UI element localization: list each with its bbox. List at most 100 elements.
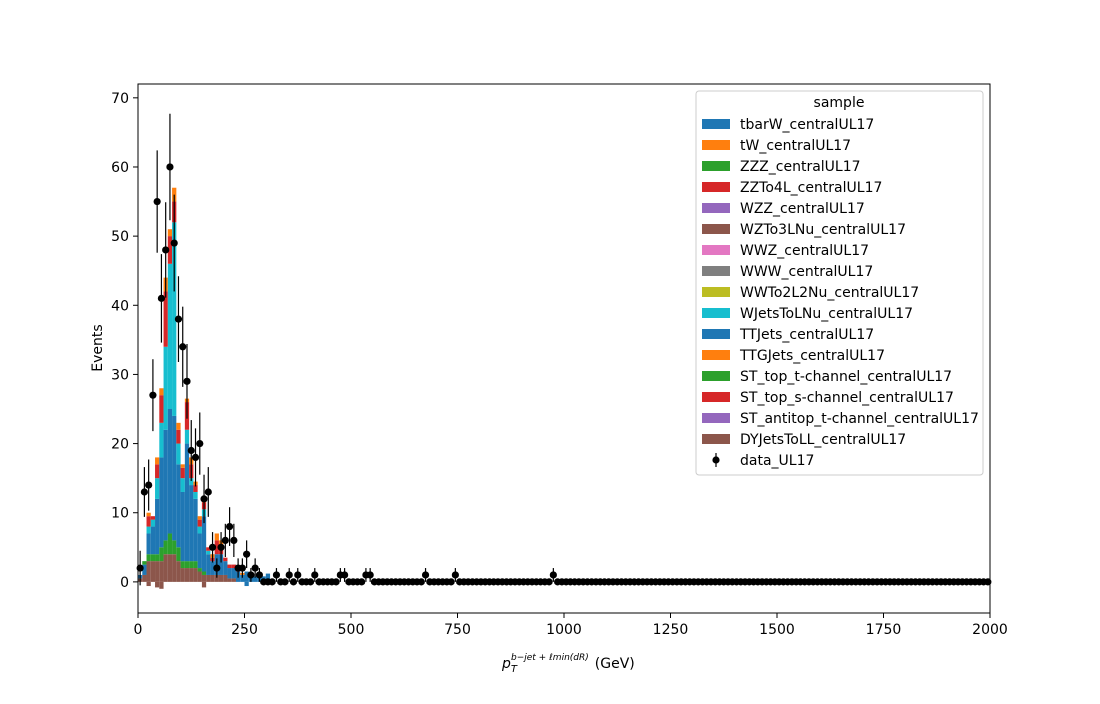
stack-bar-16-0	[206, 574, 211, 582]
stack-bar-22-0	[231, 578, 236, 582]
stack-bar-13-4	[193, 485, 198, 492]
legend-label-9: WJetsToLNu_centralUL17	[740, 306, 913, 322]
data-point-22	[230, 536, 238, 544]
stack-bar-1-2	[142, 561, 147, 565]
data-point-32	[272, 571, 281, 579]
y-axis: 0 10 20 30 40 50 60 70	[111, 91, 138, 591]
y-tick-label-4: 40	[111, 298, 129, 314]
stack-bar-negative-4-0	[244, 581, 249, 587]
stack-bar-5-0	[159, 561, 164, 582]
stack-bar-24-0	[240, 574, 245, 582]
stack-bar-9-3	[176, 443, 181, 465]
stack-bar-4-2	[155, 498, 160, 555]
stack-bar-7-4	[167, 236, 173, 264]
data-point-27	[251, 564, 259, 572]
stack-bar-5-4	[159, 395, 164, 423]
legend-swatch-9	[702, 308, 730, 318]
data-point-2	[145, 481, 153, 489]
stack-bar-21-0	[227, 578, 232, 582]
legend: sample tbarW_centralUL17 tW_centralUL17 ZZ…	[695, 90, 984, 476]
stack-bar-9-0	[176, 561, 181, 582]
stack-bar-4-5	[155, 457, 160, 465]
legend-swatch-7	[702, 266, 730, 276]
stack-bar-12-3	[189, 478, 194, 486]
stacked-histogram	[138, 187, 275, 589]
stack-bar-10-3	[180, 478, 185, 492]
stack-bar-7-5	[167, 229, 173, 237]
stack-bar-8-3	[172, 222, 177, 416]
stack-bar-20-1	[223, 561, 228, 575]
stack-bar-15-0	[201, 574, 207, 582]
legend-entries: tbarW_centralUL17 tW_centralUL17 ZZZ_centr…	[702, 117, 979, 469]
data-point-96	[545, 578, 553, 586]
stack-bar-7-1	[167, 533, 173, 555]
legend-label-11: TTGJets_centralUL17	[739, 348, 885, 364]
stack-bar-negative-2-0	[159, 581, 164, 589]
legend-label-5: WZTo3LNu_centralUL17	[740, 222, 906, 238]
stack-bar-14-0	[197, 571, 202, 582]
stack-bar-3-2	[150, 526, 156, 555]
data-point-28	[255, 571, 264, 579]
data-point-13	[191, 453, 200, 462]
data-point-34	[281, 578, 289, 586]
stack-bar-10-5	[180, 464, 185, 468]
stack-bar-19-1	[218, 554, 224, 575]
stack-bar-2-5	[146, 512, 151, 517]
legend-swatch-13	[702, 392, 730, 402]
legend-swatch-11	[702, 350, 730, 360]
data-point-1	[140, 488, 148, 496]
data-point-10	[179, 343, 187, 351]
stack-bar-10-1	[180, 561, 185, 569]
legend-label-12: ST_top_t-channel_centralUL17	[740, 369, 952, 385]
stack-bar-8-1	[172, 540, 177, 555]
stack-bar-13-0	[193, 568, 198, 582]
stack-bar-1-1	[142, 564, 147, 575]
data-point-20	[221, 536, 229, 544]
stack-bar-2-2	[146, 533, 151, 555]
data-point-36	[289, 578, 298, 586]
stack-bar-17-1	[210, 561, 215, 575]
x-tick-label-6: 1500	[759, 622, 795, 638]
x-tick-label-3: 750	[444, 622, 471, 638]
y-tick-label-0: 0	[120, 575, 129, 591]
data-point-54	[366, 571, 374, 579]
stack-bar-21-1	[227, 568, 232, 579]
x-tick-label-8: 2000	[972, 622, 1008, 638]
data-point-17	[208, 543, 217, 551]
stack-bar-3-0	[150, 561, 156, 582]
stack-bar-10-4	[180, 467, 185, 479]
stack-bar-25-0	[244, 571, 249, 582]
stack-bar-6-2	[163, 429, 168, 541]
stack-bar-18-0	[214, 574, 219, 582]
stack-bar-6-1	[163, 540, 168, 555]
stack-bar-11-1	[184, 561, 190, 569]
data-point-31	[268, 578, 276, 586]
stack-bar-12-0	[189, 568, 194, 582]
legend-label-3: ZZTo4L_centralUL17	[740, 180, 882, 196]
stack-bar-13-2	[193, 498, 198, 562]
stack-bar-14-3	[197, 526, 202, 534]
stack-bar-22-2	[231, 564, 236, 569]
legend-swatch-3	[702, 182, 730, 192]
data-point-26	[247, 571, 255, 579]
legend-label-16: data_UL17	[740, 453, 814, 469]
stack-bar-14-5	[197, 516, 202, 520]
stack-bar-18-3	[214, 533, 219, 541]
data-point-25	[243, 550, 251, 558]
stack-bar-11-3	[184, 429, 190, 444]
legend-swatch-10	[702, 329, 730, 339]
stack-bar-16-3	[206, 547, 211, 551]
stack-bar-19-0	[218, 574, 224, 582]
stack-bar-negative-0-0	[146, 581, 151, 587]
stack-bar-4-3	[155, 478, 160, 499]
data-points	[136, 113, 992, 586]
data-point-7	[166, 163, 174, 171]
stack-bar-9-4	[176, 429, 181, 444]
data-point-14	[196, 439, 204, 448]
stack-bar-5-3	[159, 422, 164, 458]
y-tick-label-5: 50	[111, 229, 129, 245]
stack-bar-7-2	[167, 409, 173, 534]
legend-swatch-12	[702, 371, 730, 381]
stack-bar-negative-3-0	[201, 581, 207, 588]
stack-bar-12-2	[189, 485, 194, 562]
